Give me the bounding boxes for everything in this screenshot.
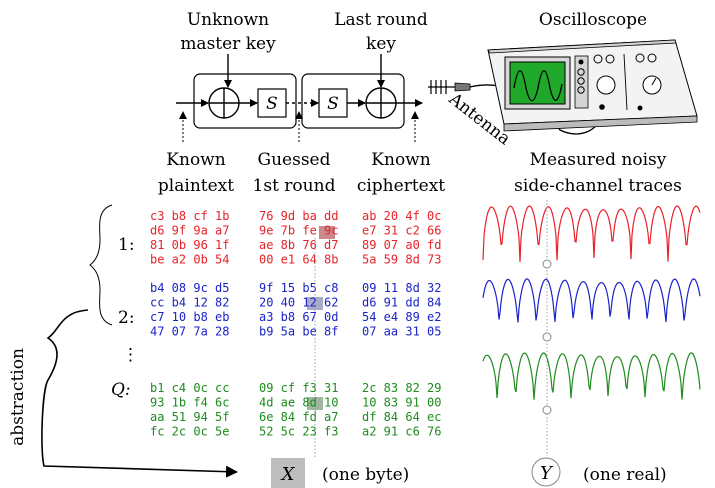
hex-cell-guessed: 9e 7b fe 9c (259, 224, 338, 238)
hex-cell-ciphertext: 89 07 a0 fd (362, 238, 441, 252)
hex-cell-ciphertext: d6 91 dd 84 (362, 296, 441, 310)
hex-cell-guessed: b9 5a be 8f (259, 325, 338, 339)
x-variable: X (280, 464, 296, 485)
last-round-key-label-1: Last round (334, 10, 428, 30)
hex-cell-plaintext: be a2 0b 54 (150, 253, 229, 267)
row-label-q: Q: (111, 380, 131, 400)
hex-cell-guessed: 4d ae 8d 10 (259, 396, 338, 410)
first-round-box (193, 73, 297, 129)
hex-cell-guessed: 76 9d ba dd (259, 209, 338, 223)
hex-cell-plaintext: fc 2c 0c 5e (150, 425, 229, 439)
hex-cell-guessed: 00 e1 64 8b (259, 253, 338, 267)
abstraction-bracket (41, 309, 238, 478)
hex-cell-ciphertext: df 84 64 ec (362, 410, 441, 424)
trace-plots (482, 205, 701, 400)
hex-cell-plaintext: b4 08 9c d5 (150, 281, 229, 295)
hex-cell-plaintext: d6 9f 9a a7 (150, 224, 229, 238)
row-label-1: 1: (118, 235, 135, 255)
hex-cell-plaintext: 47 07 7a 28 (150, 325, 229, 339)
sbox-2-label: S (327, 94, 339, 114)
unknown-key-label-1: Unknown (187, 10, 269, 30)
traces-label-1: Measured noisy (530, 150, 667, 170)
sbox-2 (318, 88, 348, 118)
hex-cell-plaintext: c3 b8 cf 1b (150, 209, 229, 223)
y-note: (one real) (583, 465, 667, 485)
highlight-green (307, 397, 323, 410)
highlight-blue (307, 297, 323, 310)
hex-cell-ciphertext: 09 11 8d 32 (362, 281, 441, 295)
hex-cell-ciphertext: 54 e4 89 e2 (362, 310, 441, 324)
hex-cell-ciphertext: 5a 59 8d 73 (362, 253, 441, 267)
hex-cell-ciphertext: a2 91 c6 76 (362, 425, 441, 439)
hex-cell-guessed: 09 cf f3 31 (259, 381, 338, 395)
row-label-dots: ⋮ (122, 345, 139, 365)
guessed-round-label-1: Guessed (258, 150, 331, 170)
hex-cell-ciphertext: ab 20 4f 0c (362, 209, 441, 223)
known-plaintext-label-2: plaintext (158, 176, 234, 196)
hex-cell-ciphertext: 07 aa 31 05 (362, 325, 441, 339)
highlight-red (319, 226, 335, 239)
hex-cell-plaintext: 93 1b f4 6c (150, 396, 229, 410)
known-plaintext-label-1: Known (166, 150, 225, 170)
unknown-key-label-2: master key (180, 34, 276, 54)
hex-cell-ciphertext: e7 31 c2 66 (362, 224, 441, 238)
hex-cell-plaintext: cc b4 12 82 (150, 296, 229, 310)
trace-waveform (482, 352, 701, 400)
hex-cell-guessed: 9f 15 b5 c8 (259, 281, 338, 295)
known-ciphertext-label-1: Known (371, 150, 430, 170)
abstraction-label: abstraction (8, 348, 28, 446)
trace-waveform (482, 278, 701, 323)
y-variable-circle (531, 457, 561, 487)
hex-cell-guessed: 6e 84 fd a7 (259, 410, 338, 424)
sbox-1 (257, 88, 287, 118)
trace-sample-red (542, 259, 552, 269)
hex-cell-guessed: ae 8b 76 d7 (259, 238, 338, 252)
hex-cell-guessed: a3 b8 67 0d (259, 310, 338, 324)
known-ciphertext-label-2: ciphertext (357, 176, 445, 196)
hex-cell-ciphertext: 2c 83 82 29 (362, 381, 441, 395)
hex-cell-guessed: 52 5c 23 f3 (259, 425, 338, 439)
hex-cell-ciphertext: 10 83 91 00 (362, 396, 441, 410)
trace-waveform (482, 205, 701, 262)
last-round-box (301, 73, 405, 129)
traces-label-2: side-channel traces (514, 176, 682, 196)
hex-cell-plaintext: c7 10 b8 eb (150, 310, 229, 324)
oscilloscope-label: Oscilloscope (539, 10, 647, 30)
last-round-key-label-2: key (366, 34, 396, 54)
hex-cell-plaintext: aa 51 94 5f (150, 410, 229, 424)
x-variable-box (271, 458, 305, 488)
group-brace (89, 204, 113, 326)
oscilloscope-icon (487, 39, 698, 132)
cipher-diagram: S S (176, 54, 423, 142)
hex-cell-guessed: 20 40 12 62 (259, 296, 338, 310)
sbox-1-label: S (266, 94, 278, 114)
hex-cell-plaintext: b1 c4 0c cc (150, 381, 229, 395)
trace-sample-blue (542, 332, 552, 342)
guessed-round-label-2: 1st round (253, 176, 336, 196)
trace-sample-green (542, 405, 552, 415)
y-variable: Y (540, 463, 554, 484)
row-label-2: 2: (118, 308, 135, 328)
hex-cell-plaintext: 81 0b 96 1f (150, 238, 229, 252)
x-note: (one byte) (322, 465, 409, 485)
